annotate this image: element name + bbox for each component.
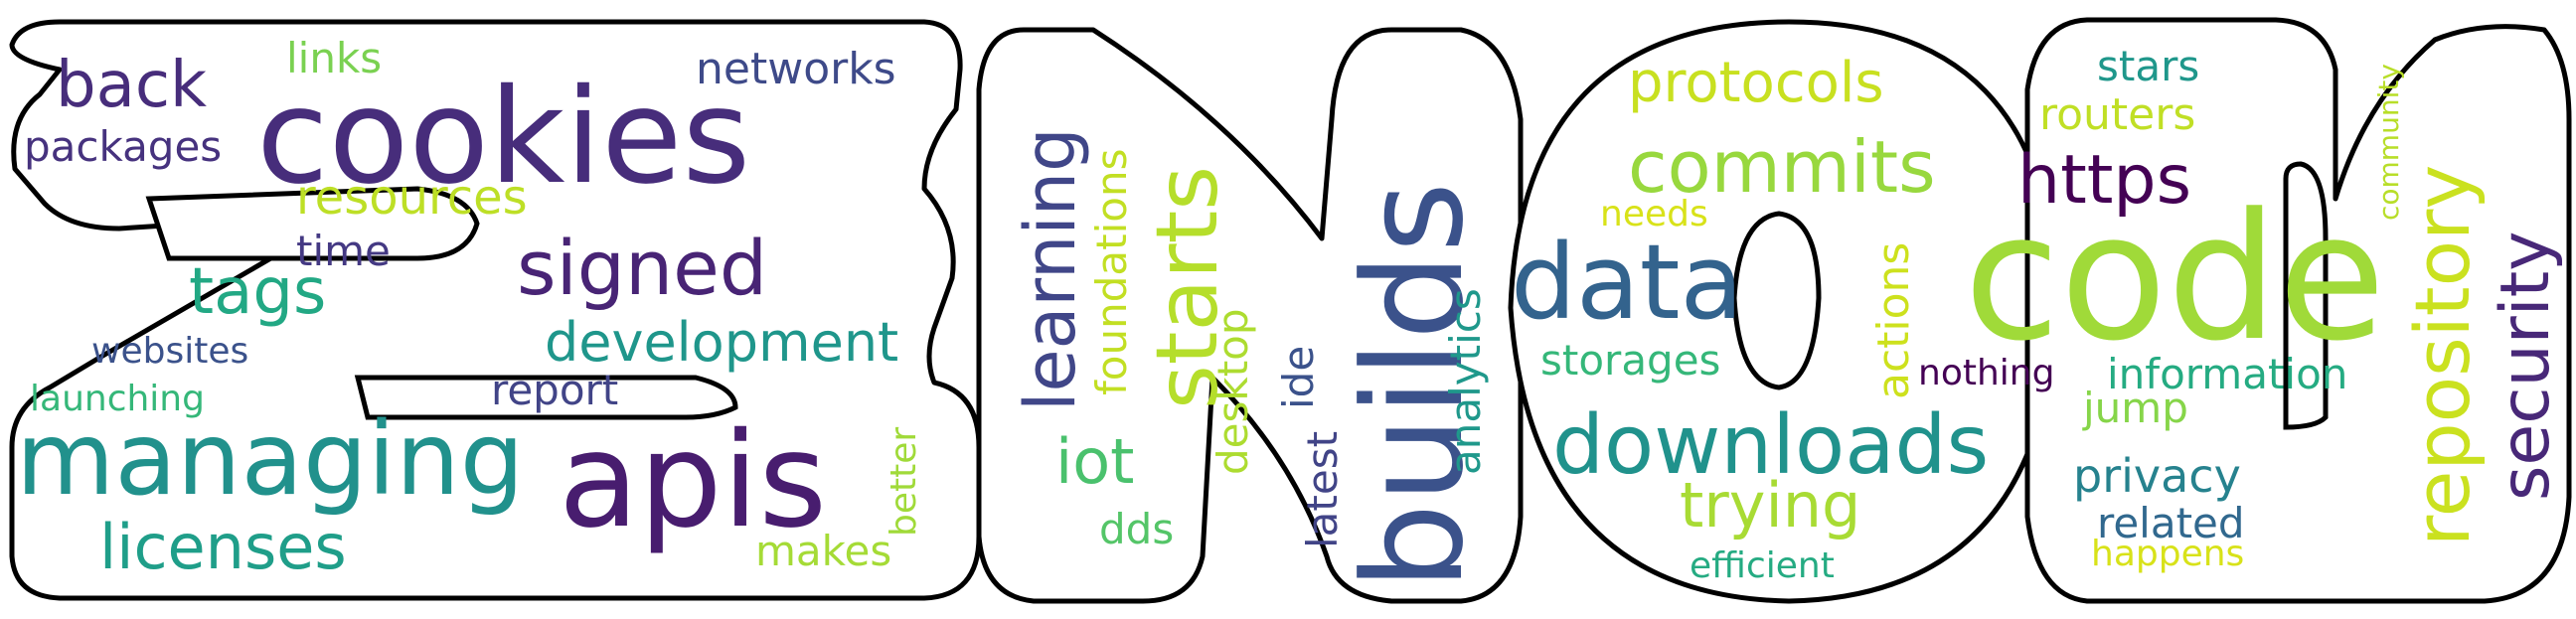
word-repository: repository: [2398, 164, 2487, 546]
word-back: back: [56, 49, 208, 122]
letter-o-cutout: [1731, 211, 1822, 390]
word-managing: managing: [16, 400, 525, 519]
word-apis: apis: [559, 404, 828, 557]
word-downloads: downloads: [1552, 398, 1990, 493]
word-commits: commits: [1628, 125, 1936, 209]
letter-z-shape: [9, 19, 982, 601]
word-community: community: [2372, 64, 2405, 221]
word-efficient: efficient: [1690, 545, 1835, 586]
word-trying: trying: [1680, 469, 1861, 542]
word-tags: tags: [189, 255, 327, 329]
word-resources: resources: [296, 170, 528, 226]
word-report: report: [491, 366, 619, 414]
letter-d-cutout: [2283, 161, 2329, 430]
letter-z-cutout-upper: [145, 186, 480, 261]
word-routers: routers: [2039, 89, 2196, 140]
word-data: data: [1511, 222, 1744, 343]
word-dds: dds: [1099, 505, 1175, 553]
word-time: time: [296, 227, 391, 275]
word-code: code: [1964, 176, 2386, 380]
word-desktop: desktop: [1208, 308, 1257, 475]
word-licenses: licenses: [99, 511, 347, 583]
word-nothing: nothing: [1918, 353, 2055, 393]
word-packages: packages: [24, 122, 223, 171]
word-stars: stars: [2097, 42, 2200, 90]
word-security: security: [2487, 231, 2565, 501]
word-signed: signed: [517, 224, 768, 312]
word-development: development: [545, 311, 899, 374]
letter-n-shape: [976, 27, 1524, 604]
word-iot: iot: [1055, 425, 1135, 498]
word-makes: makes: [755, 527, 892, 575]
word-happens: happens: [2091, 534, 2245, 574]
word-https: https: [2017, 141, 2192, 220]
word-networks: networks: [696, 44, 896, 94]
word-better: better: [884, 426, 924, 537]
word-related: related: [2097, 499, 2245, 547]
word-learning: learning: [1010, 127, 1091, 411]
word-ide: ide: [1274, 345, 1323, 409]
word-foundations: foundations: [1087, 148, 1136, 395]
word-jump: jump: [2083, 384, 2188, 432]
word-links: links: [286, 34, 383, 82]
word-analytics: analytics: [1441, 288, 1490, 475]
word-actions: actions: [1868, 241, 1919, 399]
word-websites: websites: [91, 331, 249, 372]
word-cookies: cookies: [256, 61, 751, 214]
word-protocols: protocols: [1628, 51, 1884, 115]
word-privacy: privacy: [2073, 449, 2241, 503]
letter-z-cutout-lower: [354, 375, 738, 420]
word-storages: storages: [1540, 336, 1721, 385]
word-needs: needs: [1600, 194, 1708, 234]
word-information: information: [2107, 350, 2348, 398]
word-launching: launching: [30, 379, 205, 419]
